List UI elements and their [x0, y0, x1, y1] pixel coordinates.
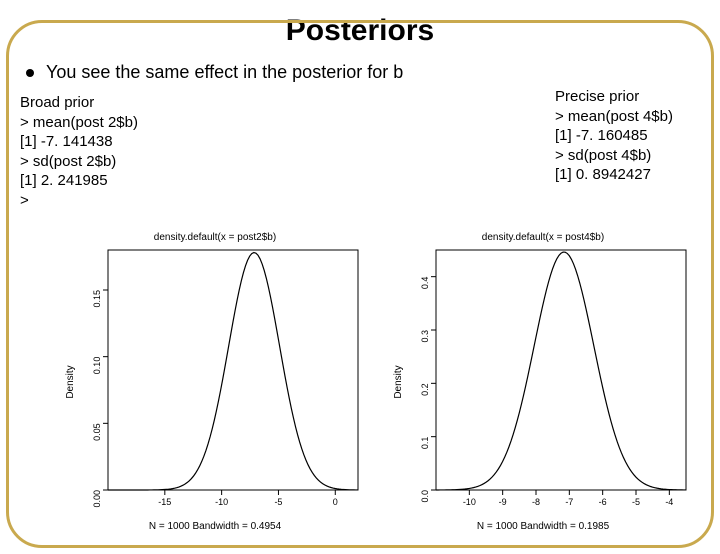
chart-caption: N = 1000 Bandwidth = 0.4954	[60, 521, 370, 532]
density-chart-broad: density.default(x = post2$b) Density -15…	[60, 232, 370, 532]
svg-text:-5: -5	[632, 497, 640, 507]
chart-svg: -15 -10 -5 0 0.00 0.05 0.10 0.15	[60, 232, 370, 512]
svg-text:-9: -9	[499, 497, 507, 507]
svg-text:0.0: 0.0	[420, 490, 430, 503]
svg-text:0.00: 0.00	[92, 490, 102, 508]
svg-text:0.1: 0.1	[420, 437, 430, 450]
svg-text:0.10: 0.10	[92, 357, 102, 375]
svg-text:-6: -6	[599, 497, 607, 507]
broad-prior-block: Broad prior > mean(post 2$b) [1] -7. 141…	[20, 93, 355, 210]
chart-caption: N = 1000 Bandwidth = 0.1985	[388, 521, 698, 532]
svg-text:-10: -10	[215, 497, 228, 507]
svg-text:0.2: 0.2	[420, 383, 430, 396]
svg-text:0: 0	[333, 497, 338, 507]
chart-svg: -10 -9 -8 -7 -6 -5 -4 0.0 0.1 0.2 0.3 0.4	[388, 232, 698, 512]
svg-text:-8: -8	[532, 497, 540, 507]
svg-text:0.15: 0.15	[92, 290, 102, 308]
svg-text:-5: -5	[274, 497, 282, 507]
svg-text:0.05: 0.05	[92, 423, 102, 441]
density-chart-precise: density.default(x = post4$b) Density -10…	[388, 232, 698, 532]
svg-text:0.4: 0.4	[420, 277, 430, 290]
svg-text:-10: -10	[463, 497, 476, 507]
precise-prior-block: Precise prior > mean(post 4$b) [1] -7. 1…	[555, 87, 720, 185]
svg-text:0.3: 0.3	[420, 330, 430, 343]
svg-text:-7: -7	[565, 497, 573, 507]
left-column: Broad prior > mean(post 2$b) [1] -7. 141…	[20, 93, 355, 210]
svg-text:-4: -4	[665, 497, 673, 507]
svg-text:-15: -15	[158, 497, 171, 507]
right-column: Precise prior > mean(post 4$b) [1] -7. 1…	[365, 93, 700, 210]
